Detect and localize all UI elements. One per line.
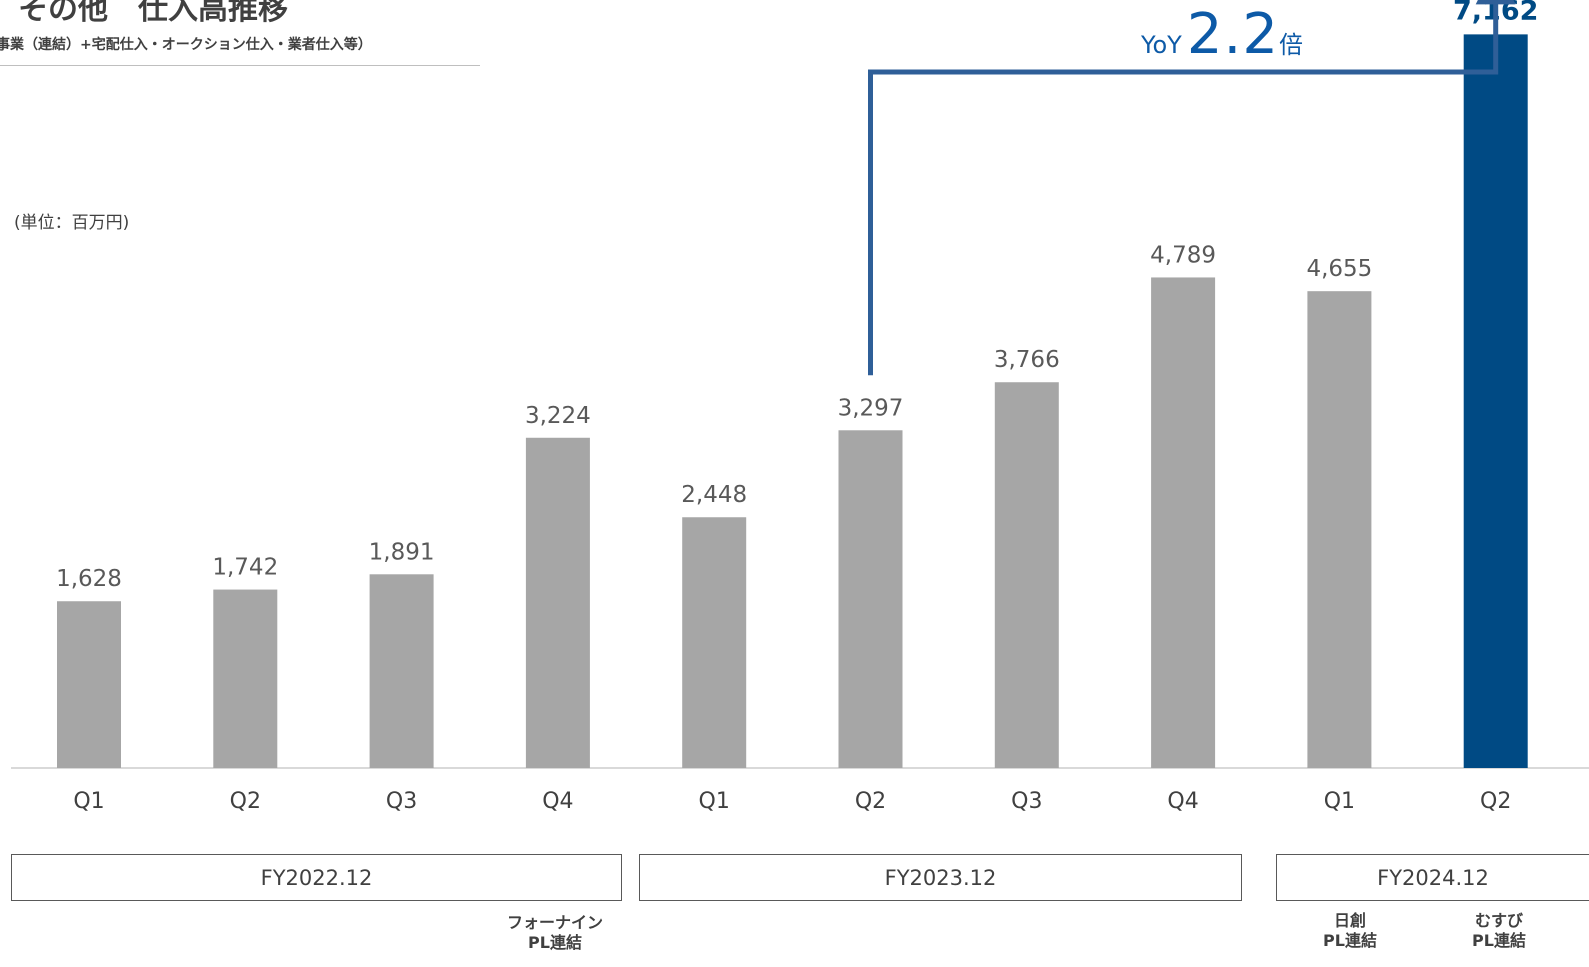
note-line: 日創 (1333, 911, 1366, 930)
note-nisso: 日創 PL連結 (1310, 911, 1390, 951)
x-tick-label: Q2 (1480, 789, 1511, 814)
data-label: 3,224 (525, 403, 591, 429)
data-label: 3,766 (994, 347, 1060, 373)
x-tick-label: Q3 (1011, 789, 1042, 814)
x-tick-label: Q4 (1167, 789, 1198, 814)
note-line: むすび (1474, 911, 1523, 930)
yoy-suffix: 倍 (1278, 31, 1303, 59)
x-tick-label: Q1 (73, 789, 104, 814)
title-divider (0, 65, 480, 66)
bar (838, 430, 903, 768)
bar (1307, 291, 1372, 768)
x-tick-label: Q4 (542, 789, 573, 814)
x-tick-label: Q1 (699, 789, 730, 814)
fiscal-year-fy2022: FY2022.12 (11, 854, 622, 901)
x-tick-label: Q2 (230, 789, 261, 814)
note-fournine: フォーナイン PL連結 (500, 913, 610, 953)
data-label: 1,891 (369, 539, 435, 565)
data-label: 2,448 (681, 482, 747, 508)
page-title: その他 仕入高推移 (18, 0, 288, 27)
x-tick-label: Q3 (386, 789, 417, 814)
bar (1463, 34, 1528, 769)
yoy-callout: YoY 2.2倍 (1141, 2, 1303, 67)
bar (994, 382, 1059, 768)
note-line: フォーナイン (506, 913, 603, 932)
yoy-arrow (868, 0, 1516, 376)
note-line: PL連結 (528, 933, 582, 952)
bar (682, 517, 747, 768)
fiscal-year-fy2024: FY2024.12 (1276, 854, 1589, 901)
data-label: 4,655 (1306, 256, 1372, 282)
x-tick-label: Q1 (1324, 789, 1355, 814)
note-line: PL連結 (1323, 931, 1377, 950)
data-label: 1,628 (56, 566, 122, 592)
bar (213, 589, 278, 768)
yoy-value: 2.2 (1186, 2, 1279, 67)
data-label: 3,297 (838, 395, 904, 421)
yoy-prefix: YoY (1141, 31, 1182, 59)
bar (57, 601, 121, 768)
bar (369, 574, 434, 768)
bar (1151, 277, 1216, 768)
bar (525, 437, 590, 768)
x-tick-label: Q2 (855, 789, 886, 814)
note-line: PL連結 (1472, 931, 1526, 950)
unit-label: (単位：百万円) (14, 213, 130, 233)
data-label: 4,789 (1150, 242, 1216, 268)
page-subtitle: 事業（連結）+宅配仕入・オークション仕入・業者仕入等） (0, 37, 372, 53)
note-musubi: むすび PL連結 (1459, 911, 1539, 951)
data-label: 1,742 (212, 555, 278, 581)
fiscal-year-fy2023: FY2023.12 (639, 854, 1242, 901)
